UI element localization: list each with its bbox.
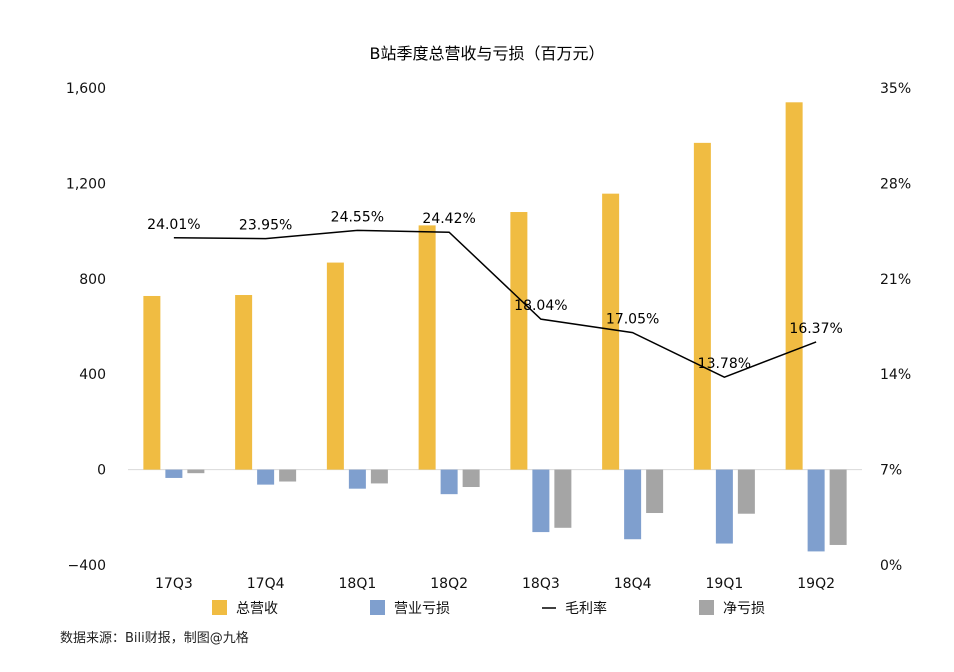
margin-data-label: 24.55% [331, 209, 384, 225]
right-tick-label: 21% [880, 272, 911, 288]
category-labels: 17Q3 17Q4 18Q1 18Q2 18Q3 18Q4 19Q1 19Q2 [155, 576, 835, 592]
gross-margin-line: 24.01% 23.95% 24.55% 24.42% 18.04% 17.05% 13.7… [147, 209, 843, 379]
bar-净亏损-18Q4 [646, 469, 664, 514]
right-tick-label: 0% [880, 558, 902, 574]
margin-data-label: 16.37% [789, 321, 842, 337]
category-label: 18Q1 [339, 576, 377, 592]
right-tick-label: 7% [880, 463, 902, 479]
margin-data-label: 13.78% [698, 356, 751, 372]
legend-swatch [212, 600, 227, 615]
bar-净亏损-19Q1 [737, 469, 755, 514]
category-label: 19Q1 [706, 576, 744, 592]
bar-净亏损-17Q3 [187, 469, 205, 474]
right-tick-label: 35% [880, 81, 911, 97]
bar-营业亏损-18Q4 [624, 469, 642, 540]
left-tick-label: 0 [97, 463, 106, 479]
bar-总营收-18Q4 [602, 193, 620, 470]
right-tick-label: 14% [880, 367, 911, 383]
bar-总营收-17Q3 [143, 295, 161, 470]
legend-label: 净亏损 [723, 601, 765, 617]
margin-data-label: 17.05% [606, 312, 659, 328]
left-tick-label: 1,600 [66, 81, 106, 97]
margin-data-label: 24.01% [147, 217, 200, 233]
bar-总营收-17Q4 [235, 295, 253, 470]
category-label: 18Q2 [430, 576, 468, 592]
bar-营业亏损-18Q1 [348, 469, 366, 489]
bar-总营收-18Q1 [326, 262, 344, 470]
bar-营业亏损-19Q2 [807, 469, 825, 552]
category-label: 17Q3 [155, 576, 193, 592]
left-tick-label: 1,200 [66, 176, 106, 192]
bar-总营收-18Q3 [510, 212, 528, 470]
left-tick-label: 800 [79, 272, 106, 288]
legend: 总营收 营业亏损 毛利率 净亏损 [212, 600, 765, 617]
bar-营业亏损-17Q3 [165, 469, 183, 478]
category-label: 19Q2 [797, 576, 835, 592]
bar-净亏损-18Q3 [554, 469, 572, 528]
left-tick-label: 400 [79, 367, 106, 383]
chart-title: B站季度总营收与亏损（百万元） [370, 44, 605, 63]
legend-label: 毛利率 [565, 600, 607, 617]
margin-line [173, 229, 817, 379]
legend-label: 营业亏损 [394, 601, 450, 617]
bars [143, 102, 847, 552]
category-label: 18Q3 [522, 576, 560, 592]
category-label: 17Q4 [247, 576, 285, 592]
bar-净亏损-17Q4 [279, 469, 297, 482]
right-tick-label: 28% [880, 176, 911, 192]
left-axis: −400 0 400 800 1,200 1,600 [66, 81, 106, 574]
bar-营业亏损-19Q1 [715, 469, 733, 544]
margin-data-label: 18.04% [514, 298, 567, 314]
bar-营业亏损-18Q3 [532, 469, 550, 533]
bar-总营收-18Q2 [418, 225, 436, 470]
bar-净亏损-18Q2 [462, 469, 480, 488]
source-note: 数据来源：Bili财报，制图@九格 [60, 631, 249, 646]
category-label: 18Q4 [614, 576, 652, 592]
legend-swatch [699, 600, 714, 615]
bar-净亏损-18Q1 [370, 469, 388, 484]
bar-净亏损-19Q2 [829, 469, 847, 545]
margin-data-label: 23.95% [239, 218, 292, 234]
bar-营业亏损-17Q4 [257, 469, 275, 485]
margin-data-label: 24.42% [422, 211, 475, 227]
left-tick-label: −400 [68, 558, 106, 574]
right-axis: 0% 7% 14% 21% 28% 35% [880, 81, 911, 574]
bar-营业亏损-18Q2 [440, 469, 458, 495]
bar-总营收-19Q2 [785, 102, 803, 470]
legend-swatch [370, 600, 385, 615]
bar-总营收-19Q1 [693, 142, 711, 470]
legend-label: 总营收 [236, 601, 278, 617]
